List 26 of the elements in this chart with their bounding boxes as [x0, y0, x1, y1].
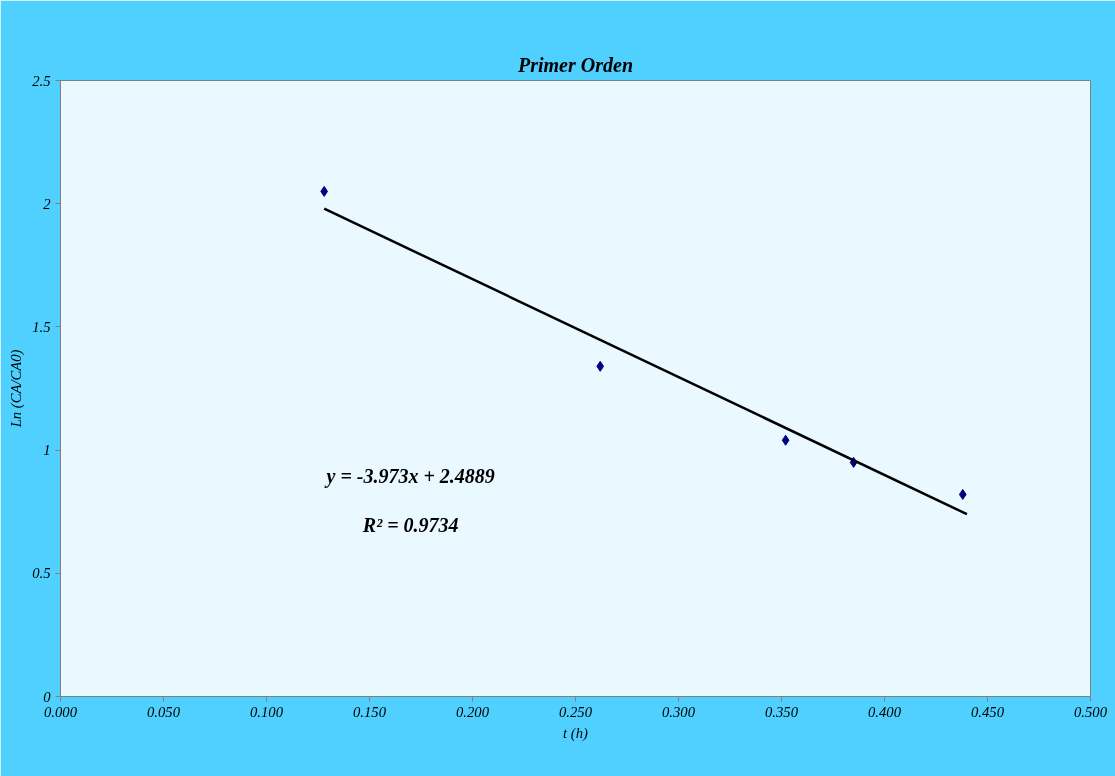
point	[958, 488, 967, 500]
point	[781, 434, 790, 446]
x-tick-label: 0.300	[662, 703, 696, 720]
point	[596, 360, 605, 372]
x-tick-label: 0.450	[971, 703, 1005, 720]
x-tick-label: 0.500	[1074, 703, 1108, 720]
annotation: y = -3.973x + 2.4889	[324, 465, 495, 489]
x-axis-title: t (h)	[563, 724, 589, 742]
point	[320, 185, 329, 197]
x-tick-label: 0.000	[44, 703, 78, 720]
y-tick-label: 0	[43, 688, 52, 705]
annotation: R² = 0.9734	[361, 514, 459, 537]
chart-title: Primer Orden	[517, 53, 633, 76]
x-tick-label: 0.200	[456, 703, 490, 720]
x-tick-label: 0.350	[765, 703, 799, 720]
x-tick-label: 0.050	[147, 703, 181, 720]
y-tick-label: 1.5	[32, 318, 51, 335]
x-tick-label: 0.100	[250, 703, 284, 720]
y-axis-title: Ln (CA/CA0)	[8, 349, 26, 429]
y-tick-label: 2.5	[32, 72, 51, 89]
x-tick-label: 0.150	[353, 703, 387, 720]
y-tick-label: 0.5	[32, 565, 51, 582]
y-tick-label: 2	[43, 195, 51, 212]
x-tick-label: 0.250	[559, 703, 593, 720]
x-tick-label: 0.400	[868, 703, 902, 720]
y-tick-label: 1	[43, 442, 51, 459]
